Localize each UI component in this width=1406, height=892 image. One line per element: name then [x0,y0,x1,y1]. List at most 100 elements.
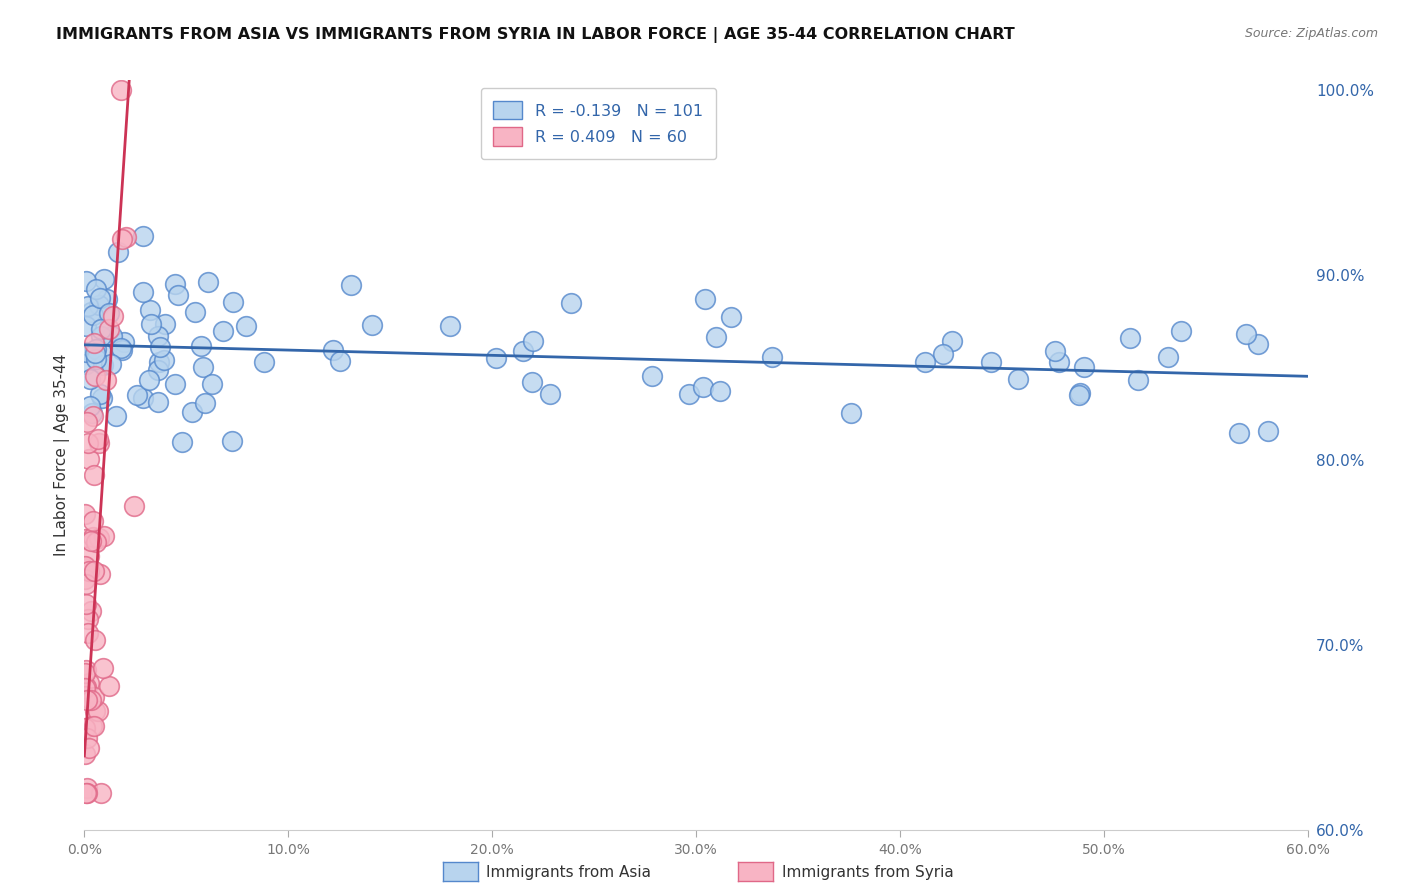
Point [75,507,97,521]
Point [84,704,107,718]
Point [1157,350,1180,364]
Point [89,291,111,305]
Point [172,435,194,450]
Point [75,786,97,800]
Point [538,387,561,401]
Point [1170,324,1192,338]
Point [1073,360,1095,375]
Point [76,693,98,707]
Point [115,230,138,244]
Point [83,719,105,733]
Point [91,391,114,405]
Point [146,328,169,343]
Point [704,329,727,343]
Point [83,336,105,351]
Point [190,339,212,353]
Point [932,347,955,361]
Text: Immigrants from Syria: Immigrants from Syria [782,865,953,880]
Point [91,661,114,675]
Point [76,415,98,429]
Point [82,719,104,733]
Point [87,432,110,446]
Point [125,388,148,402]
Point [84,342,107,356]
Point [93,529,115,543]
Point [340,278,363,293]
Point [709,384,731,398]
Point [75,577,97,591]
Point [83,468,105,483]
Point [80,304,103,318]
Point [560,296,582,310]
Y-axis label: In Labor Force | Age 35-44: In Labor Force | Age 35-44 [55,354,70,556]
Point [83,346,105,360]
Point [75,274,97,288]
Point [163,277,186,291]
Point [82,308,104,322]
Point [75,572,97,586]
Point [80,693,103,707]
Point [101,310,124,324]
Point [132,285,155,299]
Point [1234,326,1257,341]
Point [97,679,120,693]
Point [360,318,382,333]
Point [75,597,97,611]
Point [87,704,110,718]
Point [75,681,97,695]
Point [1126,373,1149,387]
Point [485,351,508,365]
Point [82,530,104,544]
Point [80,605,103,619]
Point [761,350,783,364]
Point [138,372,160,386]
Point [75,345,97,359]
Point [139,303,162,318]
Point [184,304,207,318]
Point [89,531,111,545]
Point [96,292,118,306]
Point [522,375,544,389]
Point [75,722,97,736]
Point [75,558,97,573]
Point [75,561,97,575]
Point [75,318,97,333]
Point [76,786,98,800]
Point [522,334,544,348]
Point [100,358,122,372]
Point [90,322,112,336]
Point [193,396,215,410]
Point [180,405,202,419]
Point [84,352,107,367]
Point [76,781,98,796]
Point [87,298,110,312]
Point [692,380,714,394]
Point [107,244,129,259]
Point [89,567,111,582]
Point [201,377,224,392]
Point [75,665,97,680]
Point [322,343,344,357]
Point [110,342,132,356]
Point [146,394,169,409]
Point [80,406,103,420]
Point [839,406,862,420]
Point [75,663,97,677]
Point [166,287,188,301]
Point [132,228,155,243]
Point [84,281,107,295]
Point [87,354,110,368]
Point [1069,386,1091,401]
Point [77,626,100,640]
Point [75,680,97,694]
Point [90,329,112,343]
Point [111,232,134,246]
Point [76,731,98,746]
Point [76,299,98,313]
Point [77,741,100,756]
Point [1246,337,1268,351]
Point [83,564,105,578]
Point [163,376,186,391]
Point [79,372,101,386]
Point [77,549,100,563]
